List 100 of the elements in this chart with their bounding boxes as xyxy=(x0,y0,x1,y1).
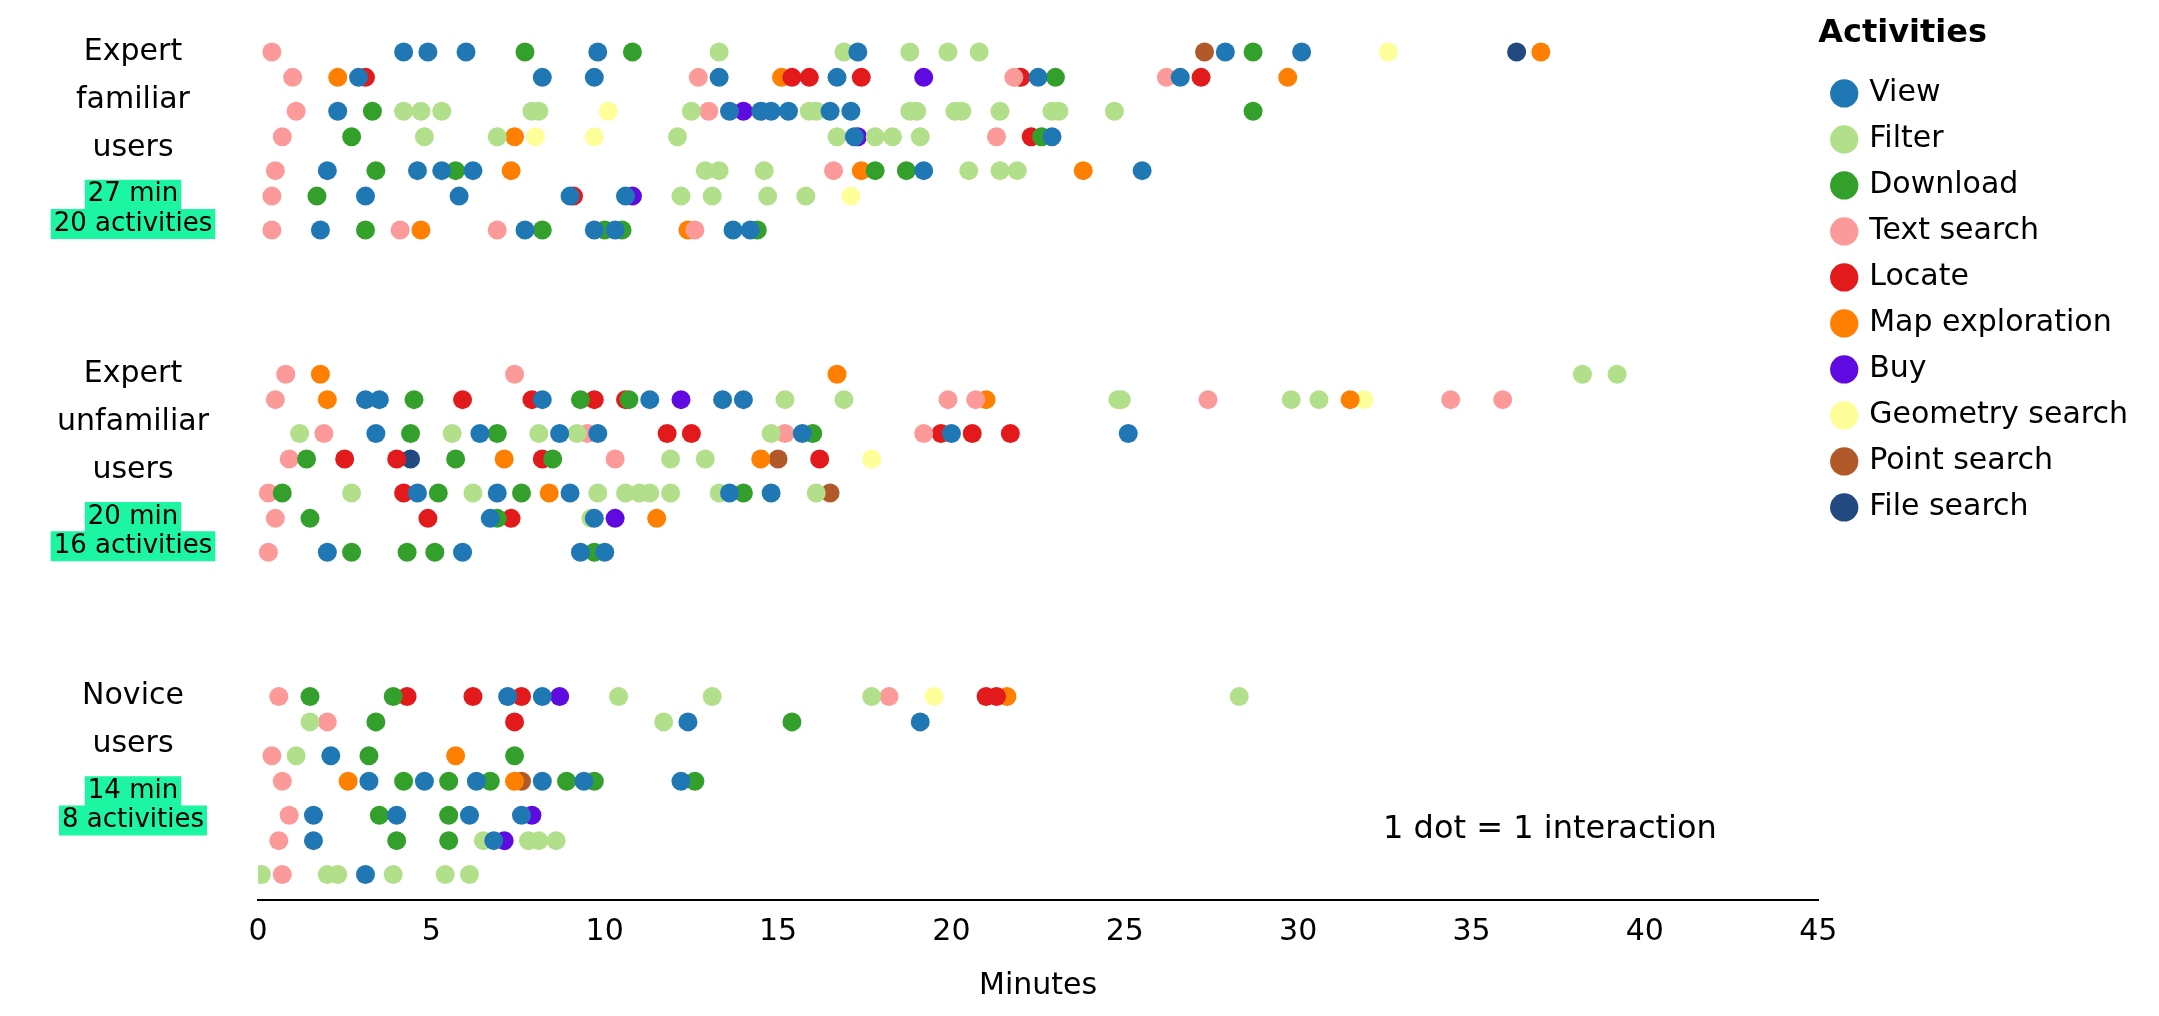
point xyxy=(657,424,677,444)
point xyxy=(328,67,348,87)
point xyxy=(383,686,403,706)
point xyxy=(262,42,282,62)
point xyxy=(515,42,535,62)
point xyxy=(685,220,705,240)
point xyxy=(411,220,431,240)
point xyxy=(505,746,525,766)
point xyxy=(300,686,320,706)
point xyxy=(605,508,625,528)
point xyxy=(307,186,327,206)
point xyxy=(269,831,289,851)
point xyxy=(487,220,507,240)
point xyxy=(279,449,299,469)
point xyxy=(387,449,407,469)
point xyxy=(1278,67,1298,87)
point xyxy=(550,686,570,706)
text: 16 activities xyxy=(53,528,213,559)
point xyxy=(342,542,362,562)
point xyxy=(279,805,299,825)
point xyxy=(938,390,958,410)
point xyxy=(366,161,386,181)
point xyxy=(865,161,885,181)
point xyxy=(286,101,306,121)
x-axis-title: Minutes xyxy=(979,965,1098,1001)
point xyxy=(272,127,292,147)
legend-label: Geometry search xyxy=(1869,395,2128,431)
text: 20 min xyxy=(87,499,179,530)
point xyxy=(439,771,459,791)
legend-label: File search xyxy=(1869,487,2029,523)
point xyxy=(532,220,552,240)
point xyxy=(314,424,334,444)
point xyxy=(310,364,330,384)
point xyxy=(598,101,618,121)
x-tick-label: 5 xyxy=(421,911,441,947)
point xyxy=(827,364,847,384)
point xyxy=(1531,42,1551,62)
annotation: 1 dot = 1 interaction xyxy=(1383,807,1717,846)
point xyxy=(987,127,1006,147)
point xyxy=(1340,390,1360,410)
point xyxy=(896,161,916,181)
point xyxy=(671,390,691,410)
point xyxy=(539,483,559,503)
point xyxy=(501,161,521,181)
point xyxy=(584,127,604,147)
point xyxy=(914,424,934,444)
point xyxy=(1073,161,1093,181)
x-tick-label: 15 xyxy=(758,911,798,947)
point xyxy=(966,390,986,410)
x-tick-label: 45 xyxy=(1799,911,1838,947)
x-tick-label: 35 xyxy=(1452,911,1491,947)
point xyxy=(1243,42,1263,62)
point xyxy=(355,220,375,240)
point xyxy=(297,449,317,469)
point xyxy=(543,449,563,469)
point xyxy=(768,449,788,469)
point xyxy=(401,424,421,444)
point xyxy=(369,805,389,825)
point xyxy=(487,424,507,444)
x-tick-label: 0 xyxy=(248,911,268,947)
point xyxy=(362,101,382,121)
point xyxy=(622,42,642,62)
point xyxy=(262,220,282,240)
point xyxy=(914,67,934,87)
point xyxy=(1045,67,1065,87)
legend-label: Point search xyxy=(1869,441,2053,477)
point xyxy=(879,686,899,706)
legend-label: Download xyxy=(1869,165,2019,201)
text: Novice users xyxy=(82,676,184,760)
point xyxy=(1378,42,1398,62)
point xyxy=(317,712,337,732)
point xyxy=(751,449,771,469)
point xyxy=(681,424,701,444)
point xyxy=(505,127,525,147)
point xyxy=(428,483,448,503)
legend-label: Buy xyxy=(1869,349,1927,385)
point xyxy=(439,805,459,825)
point xyxy=(387,831,407,851)
point xyxy=(699,101,719,121)
point xyxy=(557,771,577,791)
x-tick-label: 25 xyxy=(1105,911,1144,947)
point xyxy=(453,390,473,410)
point xyxy=(265,508,285,528)
point xyxy=(276,364,296,384)
point xyxy=(1198,390,1218,410)
point xyxy=(851,67,871,87)
point xyxy=(404,390,424,410)
point xyxy=(338,771,358,791)
point xyxy=(366,712,386,732)
point xyxy=(570,390,590,410)
point xyxy=(394,771,414,791)
point xyxy=(335,449,355,469)
point xyxy=(1000,424,1020,444)
point xyxy=(525,127,545,147)
point xyxy=(512,483,531,503)
point xyxy=(1004,67,1024,87)
point xyxy=(824,161,844,181)
point xyxy=(418,508,438,528)
point xyxy=(272,865,292,885)
point xyxy=(1191,67,1211,87)
